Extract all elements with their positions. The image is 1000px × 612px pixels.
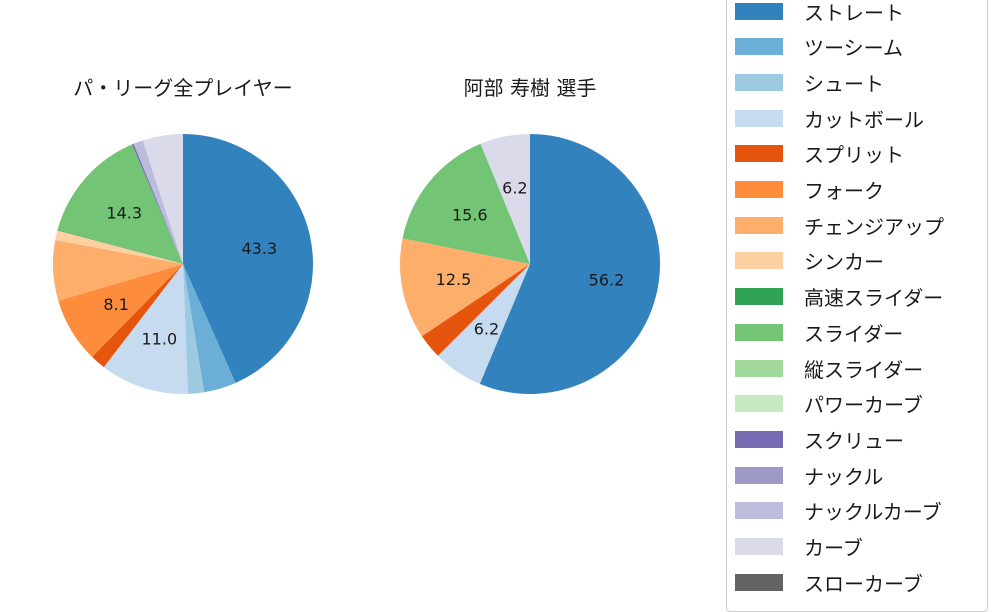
- legend-swatch: [735, 109, 783, 127]
- pie-slice: [183, 134, 313, 383]
- pie-slice: [400, 238, 530, 337]
- legend-swatch: [735, 466, 783, 484]
- legend-swatch: [735, 73, 783, 91]
- legend-item: フォーク: [735, 178, 884, 203]
- legend-label: 高速スライダー: [804, 286, 944, 311]
- slice-value-label: 56.2: [589, 270, 625, 289]
- legend-item: ナックル: [735, 463, 884, 489]
- legend-item: スクリュー: [735, 427, 904, 453]
- legend-swatch: [735, 430, 783, 448]
- pie-slice: [133, 140, 183, 264]
- legend-item: スプリット: [735, 142, 904, 168]
- pie-slice: [183, 264, 205, 394]
- slice-value-label: 6.2: [502, 178, 527, 197]
- legend-swatch: [735, 359, 783, 377]
- pie-slice: [437, 264, 530, 384]
- legend-swatch: [735, 395, 783, 413]
- right-chart-title: 阿部 寿樹 選手: [463, 76, 597, 100]
- legend-label: スプリット: [804, 143, 904, 168]
- legend-swatch: [735, 145, 783, 163]
- pie-slice: [55, 230, 183, 264]
- legend-label: シンカー: [804, 250, 884, 275]
- pie-slice: [479, 134, 661, 395]
- pie-slice: [58, 264, 183, 357]
- legend-item: スローカーブ: [735, 570, 923, 596]
- legend-swatch: [735, 538, 783, 555]
- pie-slice: [92, 264, 183, 368]
- legend-label: チェンジアップ: [804, 214, 944, 239]
- pie-slice: [402, 143, 530, 264]
- legend-swatch: [735, 323, 783, 341]
- legend-label: シュート: [804, 71, 884, 96]
- pie-slice: [142, 134, 183, 264]
- legend-swatch: [735, 502, 783, 520]
- legend-item: ナックルカーブ: [735, 499, 942, 525]
- legend-item: 高速スライダー: [735, 285, 944, 311]
- slice-value-label: 43.3: [242, 239, 278, 258]
- legend-label: スライダー: [804, 321, 904, 346]
- legend-item: チェンジアップ: [735, 213, 944, 239]
- legend-label: スローカーブ: [804, 571, 923, 596]
- pie-slice: [480, 134, 530, 264]
- legend-label: カーブ: [804, 536, 863, 560]
- pie-slice: [52, 239, 183, 301]
- legend-swatch: [735, 38, 783, 56]
- slice-value-label: 15.6: [452, 205, 488, 224]
- legend-item: ストレート: [735, 0, 904, 25]
- legend: ストレートツーシームシュートカットボール スプリットフォークチェンジアップ シンカー…: [726, 0, 988, 612]
- legend-label: ストレート: [804, 0, 904, 25]
- legend-item: シュート: [735, 70, 884, 96]
- legend-item: ツーシーム: [735, 35, 903, 61]
- pie-slice: [57, 229, 184, 264]
- legend-label: 縦スライダー: [804, 357, 924, 382]
- slice-value-label: 11.0: [142, 329, 178, 348]
- slice-value-label: 12.5: [436, 270, 472, 289]
- legend-label: フォーク: [804, 179, 884, 203]
- slice-value-label: 14.3: [106, 204, 142, 223]
- legend-swatch: [735, 181, 783, 198]
- legend-label: ツーシーム: [804, 36, 903, 61]
- legend-label: ナックル: [804, 464, 884, 489]
- legend-item: 縦スライダー: [735, 356, 924, 382]
- legend-swatch: [735, 216, 783, 234]
- pie-slice: [132, 143, 183, 264]
- slice-value-label: 8.1: [103, 295, 128, 314]
- pie-slice: [103, 264, 188, 395]
- slice-value-label: 6.2: [474, 320, 499, 339]
- pie-slice: [183, 264, 236, 393]
- legend-swatch: [735, 573, 783, 591]
- left-chart-title: パ・リーグ全プレイヤー: [73, 76, 293, 100]
- legend-item: カーブ: [735, 535, 863, 560]
- legend-item: パワーカーブ: [735, 392, 923, 418]
- legend-label: スクリュー: [804, 428, 904, 453]
- legend-label: カットボール: [804, 107, 924, 132]
- pie-slice: [421, 264, 530, 356]
- legend-item: シンカー: [735, 249, 884, 275]
- legend-swatch: [735, 252, 783, 270]
- legend-swatch: [735, 2, 783, 20]
- legend-item: スライダー: [735, 320, 904, 346]
- legend-label: パワーカーブ: [804, 393, 923, 418]
- legend-swatch: [735, 288, 783, 306]
- legend-label: ナックルカーブ: [804, 500, 942, 525]
- legend-item: カットボール: [735, 106, 924, 132]
- pie-slice: [57, 144, 183, 264]
